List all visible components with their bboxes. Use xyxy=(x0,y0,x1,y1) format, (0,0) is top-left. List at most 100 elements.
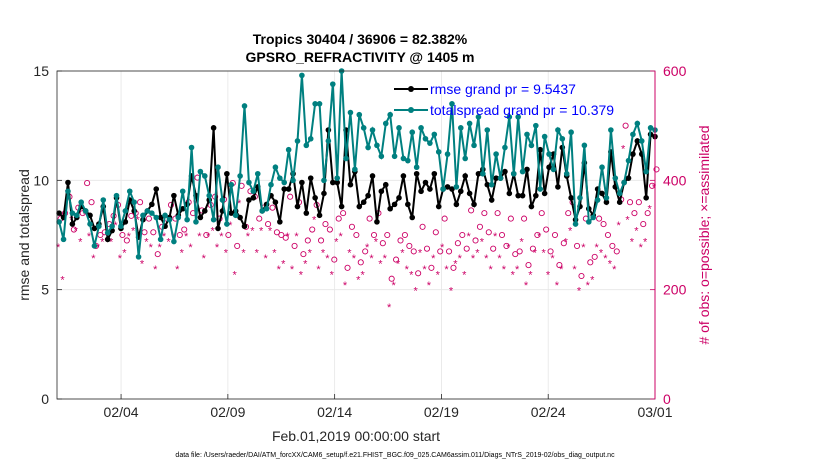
obs-possible-marker xyxy=(287,193,294,200)
totalspread-point xyxy=(118,223,124,230)
totalspread-point xyxy=(307,135,314,142)
totalspread-point xyxy=(232,212,239,219)
obs-assimilated-marker: * xyxy=(246,231,251,243)
totalspread-point xyxy=(219,197,226,203)
totalspread-point xyxy=(488,181,495,188)
rmse-point xyxy=(277,219,283,225)
obs-assimilated-marker: * xyxy=(409,269,414,281)
totalspread-point xyxy=(413,164,420,171)
totalspread-point xyxy=(568,129,574,136)
totalspread-point xyxy=(285,146,292,153)
obs-possible-marker xyxy=(516,248,523,255)
totalspread-point xyxy=(188,144,195,151)
totalspread-point xyxy=(96,223,102,230)
obs-possible-marker xyxy=(596,215,603,222)
obs-assimilated-marker: * xyxy=(255,247,260,259)
totalspread-point xyxy=(215,164,221,171)
obs-possible-marker xyxy=(265,221,272,228)
obs-possible-marker xyxy=(441,215,448,222)
totalspread-point xyxy=(457,125,464,131)
obs-assimilated-marker: * xyxy=(396,258,401,270)
obs-possible-marker xyxy=(635,199,642,206)
totalspread-point xyxy=(449,101,455,107)
obs-assimilated-marker: * xyxy=(162,231,167,243)
rmse-point xyxy=(272,199,279,205)
rmse-point xyxy=(237,214,243,221)
obs-possible-marker xyxy=(154,251,161,258)
obs-possible-marker xyxy=(203,231,210,239)
totalspread-point xyxy=(365,144,371,151)
rmse-point xyxy=(224,170,230,177)
totalspread-point xyxy=(431,131,438,138)
obs-assimilated-marker: * xyxy=(259,226,264,238)
totalspread-point xyxy=(316,101,323,107)
totalspread-point xyxy=(608,127,614,133)
obs-possible-marker xyxy=(344,264,351,271)
totalspread-point xyxy=(268,181,274,188)
totalspread-point xyxy=(396,125,402,131)
obs-assimilated-marker: * xyxy=(511,269,516,281)
obs-possible-marker xyxy=(335,215,342,222)
series-lines xyxy=(56,68,658,260)
obs-assimilated-marker: * xyxy=(414,286,419,298)
obs-possible-marker xyxy=(481,210,488,217)
y-right-tick-label: 0 xyxy=(663,391,671,407)
obs-possible-marker xyxy=(556,262,563,269)
obs-assimilated-marker: * xyxy=(294,231,299,243)
rmse-point xyxy=(378,188,385,195)
totalspread-point xyxy=(135,254,142,260)
obs-possible-marker xyxy=(490,245,497,252)
obs-possible-marker xyxy=(397,237,404,244)
rmse-point xyxy=(201,208,208,214)
totalspread-point xyxy=(206,192,213,199)
rmse-point xyxy=(431,170,438,177)
rmse-point xyxy=(281,186,288,192)
obs-assimilated-marker: * xyxy=(263,253,268,265)
obs-possible-marker xyxy=(225,231,232,239)
totalspread-point xyxy=(193,219,199,225)
rmse-point xyxy=(405,201,411,208)
obs-assimilated-marker: * xyxy=(506,242,511,254)
rmse-point xyxy=(484,181,491,188)
totalspread-point xyxy=(210,216,217,223)
obs-assimilated-marker: * xyxy=(109,236,114,248)
totalspread-point xyxy=(524,131,530,138)
obs-assimilated-marker: * xyxy=(60,275,65,287)
obs-possible-marker xyxy=(393,256,400,263)
totalspread-point xyxy=(263,205,270,212)
obs-assimilated-marker: * xyxy=(630,236,635,248)
obs-assimilated-marker: * xyxy=(127,231,132,243)
totalspread-point xyxy=(599,164,605,171)
totalspread-point xyxy=(577,195,583,201)
obs-possible-marker xyxy=(366,215,373,222)
totalspread-point xyxy=(179,188,186,195)
rmse-point xyxy=(246,197,252,203)
rmse-point xyxy=(250,195,257,201)
rmse-point xyxy=(122,219,129,225)
obs-assimilated-marker: * xyxy=(140,258,145,270)
obs-assimilated-marker: * xyxy=(78,236,83,248)
obs-possible-marker xyxy=(459,231,466,239)
obs-assimilated-marker: * xyxy=(387,302,392,314)
totalspread-point xyxy=(360,125,367,131)
obs-assimilated-marker: * xyxy=(215,242,220,254)
totalspread-point xyxy=(471,142,477,149)
obs-possible-marker xyxy=(70,226,77,233)
rmse-point xyxy=(603,199,610,205)
rmse-point xyxy=(524,166,530,173)
totalspread-point xyxy=(294,138,301,144)
rmse-point xyxy=(488,197,495,203)
rmse-point xyxy=(365,192,371,199)
obs-assimilated-marker: * xyxy=(555,280,560,292)
obs-assimilated-marker: * xyxy=(497,253,502,265)
totalspread-point xyxy=(356,111,363,118)
obs-possible-marker xyxy=(388,275,395,282)
rmse-point xyxy=(307,175,314,181)
totalspread-point xyxy=(546,151,552,157)
obs-assimilated-marker: * xyxy=(559,264,564,276)
obs-assimilated-marker: * xyxy=(405,264,410,276)
obs-assimilated-marker: * xyxy=(268,226,273,238)
obs-assimilated-marker: * xyxy=(431,253,436,265)
obs-assimilated-marker: * xyxy=(100,236,105,248)
obs-assimilated-marker: * xyxy=(233,269,238,281)
